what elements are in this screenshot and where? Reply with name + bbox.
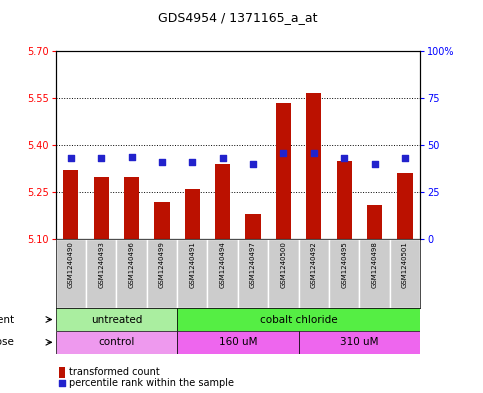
Bar <box>154 202 170 239</box>
Bar <box>337 161 352 239</box>
Text: agent: agent <box>0 314 14 325</box>
Point <box>58 380 66 386</box>
Text: GSM1240490: GSM1240490 <box>68 241 74 288</box>
Bar <box>215 164 230 239</box>
Bar <box>94 176 109 239</box>
Text: GSM1240495: GSM1240495 <box>341 241 347 288</box>
Point <box>158 159 166 165</box>
Bar <box>116 239 147 308</box>
Point <box>249 161 257 167</box>
Bar <box>56 308 177 331</box>
Bar <box>276 103 291 239</box>
Bar <box>390 239 420 308</box>
Bar <box>124 176 139 239</box>
Text: GSM1240496: GSM1240496 <box>128 241 135 288</box>
Bar <box>329 239 359 308</box>
Point <box>67 155 74 162</box>
Text: GDS4954 / 1371165_a_at: GDS4954 / 1371165_a_at <box>158 11 318 24</box>
Text: transformed count: transformed count <box>69 367 160 377</box>
Text: GSM1240491: GSM1240491 <box>189 241 195 288</box>
Text: untreated: untreated <box>91 314 142 325</box>
Bar <box>177 331 298 354</box>
Bar <box>298 331 420 354</box>
Text: dose: dose <box>0 337 14 347</box>
Text: GSM1240500: GSM1240500 <box>281 241 286 288</box>
Text: percentile rank within the sample: percentile rank within the sample <box>69 378 234 388</box>
Text: control: control <box>98 337 134 347</box>
Point <box>219 155 227 162</box>
Point <box>280 150 287 156</box>
Point <box>371 161 379 167</box>
Bar <box>86 239 116 308</box>
Text: 160 uM: 160 uM <box>219 337 257 347</box>
Text: GSM1240501: GSM1240501 <box>402 241 408 288</box>
Text: GSM1240498: GSM1240498 <box>371 241 378 288</box>
Point <box>401 155 409 162</box>
Point <box>97 155 105 162</box>
Point <box>188 159 196 165</box>
Text: GSM1240493: GSM1240493 <box>98 241 104 288</box>
Bar <box>63 170 78 239</box>
Point <box>128 153 135 160</box>
Text: 310 uM: 310 uM <box>340 337 379 347</box>
Bar <box>208 239 238 308</box>
Text: GSM1240492: GSM1240492 <box>311 241 317 288</box>
Point <box>310 150 318 156</box>
Bar <box>359 239 390 308</box>
Bar <box>56 331 177 354</box>
Text: cobalt chloride: cobalt chloride <box>260 314 338 325</box>
Text: GSM1240494: GSM1240494 <box>220 241 226 288</box>
Bar <box>147 239 177 308</box>
Text: GSM1240497: GSM1240497 <box>250 241 256 288</box>
Text: GSM1240499: GSM1240499 <box>159 241 165 288</box>
Bar <box>245 214 261 239</box>
Bar <box>185 189 200 239</box>
Bar <box>56 239 86 308</box>
Bar <box>306 94 322 239</box>
Bar <box>59 367 65 378</box>
Bar <box>177 308 420 331</box>
Bar <box>367 205 382 239</box>
Bar <box>298 239 329 308</box>
Bar <box>398 173 412 239</box>
Bar <box>177 239 208 308</box>
Point <box>341 155 348 162</box>
Bar <box>238 239 268 308</box>
Bar <box>268 239 298 308</box>
